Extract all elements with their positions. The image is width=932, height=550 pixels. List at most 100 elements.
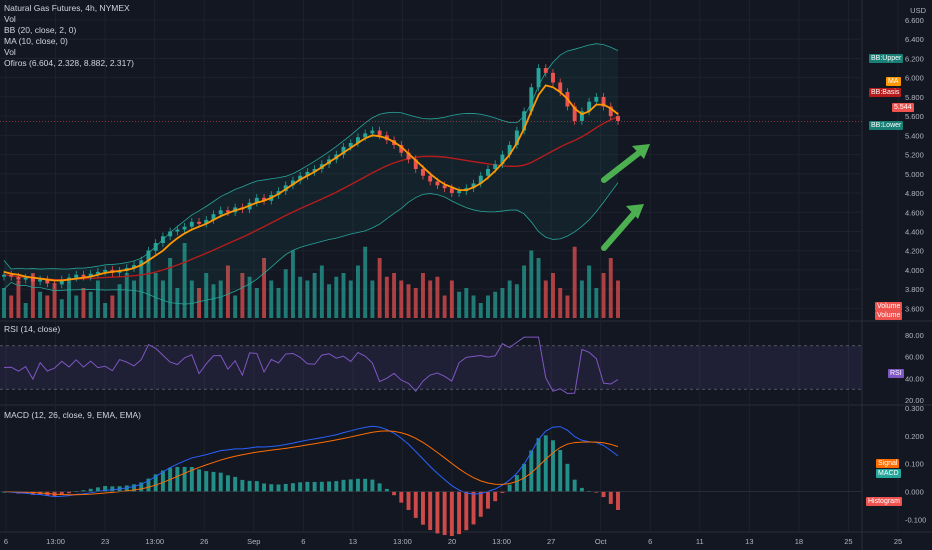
candle-body (218, 210, 223, 215)
candle-body (572, 106, 577, 121)
time-label: 6 (648, 537, 652, 546)
histogram-bar (95, 487, 100, 492)
volume-bar (218, 280, 223, 318)
histogram-bar (211, 471, 216, 492)
volume-bar (52, 284, 57, 318)
histogram-bar (435, 491, 440, 534)
volume-bar (370, 280, 375, 318)
price-tick-label: 6.600 (905, 16, 924, 25)
ma-tag: MA (886, 77, 901, 86)
volume-bar (486, 295, 490, 318)
rsi-tick-label: 40.00 (905, 374, 924, 383)
histogram-bar (572, 479, 577, 492)
price-tick-label: 3.800 (905, 285, 924, 294)
candle-body (471, 183, 476, 189)
histogram-bar (283, 483, 288, 492)
candle-body (500, 154, 505, 165)
histogram-bar (616, 491, 620, 510)
volume-bar (507, 280, 512, 318)
time-label: 13 (349, 537, 357, 546)
candle-body (103, 269, 108, 272)
volume-bar (305, 280, 310, 318)
histogram-bar (59, 491, 64, 496)
histogram-bar (363, 478, 368, 492)
volume-bar (334, 276, 339, 318)
rsi-line (3, 336, 619, 394)
histogram-bar (551, 440, 555, 492)
time-label: 11 (696, 537, 704, 546)
volume-bar (587, 265, 592, 318)
volume-bar (327, 284, 332, 318)
candle-body (348, 143, 353, 147)
volume-bar (363, 246, 368, 318)
signal-line (3, 430, 619, 496)
volume-bar (616, 280, 620, 318)
histogram-bar (348, 479, 353, 492)
volume-bar (341, 273, 346, 318)
volume-bar (290, 250, 295, 318)
annotation-arrows[interactable] (601, 144, 650, 251)
histogram-bar (81, 490, 86, 492)
candle-body (175, 229, 180, 232)
price-tick-label: 6.000 (905, 74, 924, 83)
volume-bar (262, 258, 267, 318)
histogram-bar (355, 478, 360, 492)
macd-legend[interactable]: MACD (12, 26, close, 9, EMA, EMA) (4, 410, 141, 420)
legend-vol[interactable]: Vol (4, 14, 16, 24)
histogram-bar (233, 476, 238, 492)
volume-bar (558, 288, 563, 318)
price-tick-label: 4.000 (905, 266, 924, 275)
price-tick-label: 4.400 (905, 227, 924, 236)
volume-bar (2, 288, 6, 318)
candle-body (67, 277, 71, 280)
rsi-panel (0, 336, 862, 394)
candle-body (204, 219, 209, 224)
candle-body (601, 96, 606, 107)
histogram-bar (197, 469, 201, 492)
legend-bb[interactable]: BB (20, close, 2, 0) (4, 25, 77, 35)
volume-bar (579, 280, 584, 318)
time-label: 25 (844, 537, 852, 546)
histogram-bar (247, 480, 252, 492)
volume-bar (182, 243, 187, 318)
volume-bar (124, 273, 129, 318)
volume-bar (536, 258, 541, 318)
time-label: 13:00 (393, 537, 412, 546)
bb-lower-line (3, 182, 619, 305)
volume-bar (254, 288, 259, 318)
arrow-shaft (601, 206, 641, 251)
candle-body (616, 116, 620, 121)
legend-ofiros[interactable]: Ofiros (6.604, 2.328, 8.882, 2.317) (4, 58, 134, 68)
histogram-bar (110, 486, 115, 492)
histogram-bar (218, 472, 223, 492)
volume-bar (464, 288, 469, 318)
candle-body (88, 273, 93, 277)
arrow-head (626, 204, 644, 219)
time-label: 6 (301, 537, 305, 546)
volume-bar (88, 291, 93, 318)
signal-tag: Signal (876, 459, 900, 468)
main-legend[interactable]: Natural Gas Futures, 4h, NYMEX Vol BB (2… (4, 3, 134, 69)
rsi-legend[interactable]: RSI (14, close) (4, 324, 61, 334)
legend-symbol[interactable]: Natural Gas Futures, 4h, NYMEX (4, 3, 130, 13)
legend-ma[interactable]: MA (10, close, 0) (4, 36, 68, 46)
volume-bar (225, 265, 230, 318)
volume-tag-1: Volume (875, 302, 903, 311)
time-label: Sep (247, 537, 260, 546)
rsi-tick-label: 60.00 (905, 353, 924, 362)
volume-bar (298, 276, 303, 318)
price-tick-label: 6.200 (905, 54, 924, 63)
time-label: 23 (101, 537, 109, 546)
histogram-bar (153, 474, 158, 492)
time-label: 27 (547, 537, 555, 546)
legend-vol-2[interactable]: Vol (4, 47, 16, 57)
histogram-bar (189, 466, 194, 492)
histogram-bar (500, 491, 505, 493)
time-label: 6 (4, 537, 8, 546)
volume-bar (146, 250, 151, 318)
ma10-line (3, 84, 619, 282)
histogram-bar (88, 488, 93, 492)
candle-body (74, 274, 79, 278)
